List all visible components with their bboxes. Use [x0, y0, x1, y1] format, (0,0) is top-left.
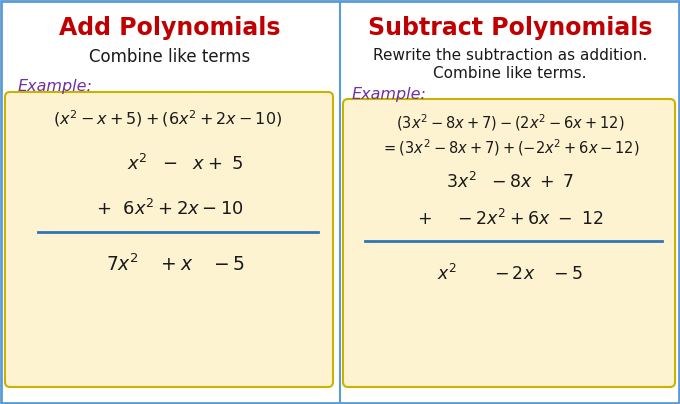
Text: Example:: Example:	[352, 86, 427, 101]
Text: $3x^2\ \ -8x\ +\ 7$: $3x^2\ \ -8x\ +\ 7$	[446, 172, 574, 192]
Text: Subtract Polynomials: Subtract Polynomials	[368, 16, 652, 40]
Text: $x^2\ \ -\ \ x+\ 5$: $x^2\ \ -\ \ x+\ 5$	[126, 154, 243, 174]
Text: $+\ \ 6x^2+2x-10$: $+\ \ 6x^2+2x-10$	[96, 199, 244, 219]
FancyBboxPatch shape	[5, 92, 333, 387]
Text: Rewrite the subtraction as addition.: Rewrite the subtraction as addition.	[373, 48, 647, 63]
Text: $\left(3x^2-8x+7\right)-\left(2x^2-6x+12\right)$: $\left(3x^2-8x+7\right)-\left(2x^2-6x+12…	[396, 113, 624, 133]
FancyBboxPatch shape	[343, 99, 675, 387]
Text: Example:: Example:	[18, 78, 93, 93]
Text: Add Polynomials: Add Polynomials	[59, 16, 281, 40]
Text: $7x^2\ \ \ +x\ \ \ -5$: $7x^2\ \ \ +x\ \ \ -5$	[105, 253, 244, 275]
Text: $x^2\ \ \ \ \ \ -2x\ \ \ -5$: $x^2\ \ \ \ \ \ -2x\ \ \ -5$	[437, 264, 583, 284]
Text: $\left(x^2-x+5\right)+\left(6x^2+2x-10\right)$: $\left(x^2-x+5\right)+\left(6x^2+2x-10\r…	[54, 109, 283, 129]
Text: $=\left(3x^2-8x+7\right)+\left(-2x^2+6x-12\right)$: $=\left(3x^2-8x+7\right)+\left(-2x^2+6x-…	[381, 138, 639, 158]
Text: Combine like terms.: Combine like terms.	[433, 67, 587, 82]
Text: Combine like terms: Combine like terms	[89, 48, 251, 66]
Text: $+\ \ \ \ -2x^2+6x\ -\ 12$: $+\ \ \ \ -2x^2+6x\ -\ 12$	[417, 209, 603, 229]
